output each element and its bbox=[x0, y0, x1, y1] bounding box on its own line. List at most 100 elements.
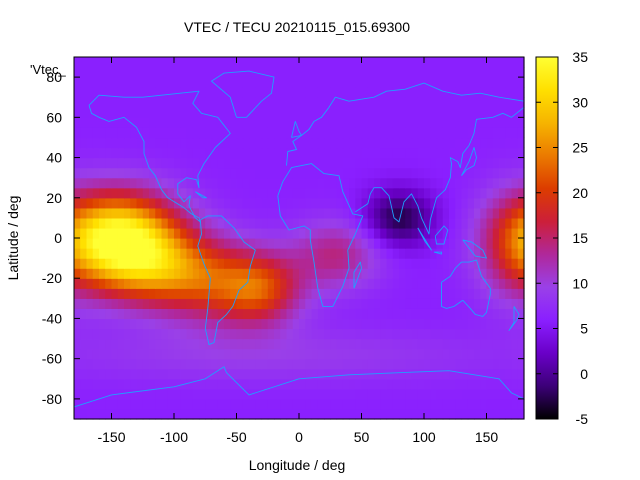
heatmap-cell bbox=[136, 368, 144, 380]
heatmap-cell bbox=[480, 288, 488, 299]
heatmap-cell bbox=[499, 238, 506, 249]
heatmap-cell bbox=[424, 127, 431, 139]
heatmap-cell bbox=[517, 308, 525, 320]
heatmap-cell bbox=[449, 378, 456, 390]
heatmap-cell bbox=[149, 338, 156, 350]
heatmap-cell bbox=[274, 137, 281, 149]
heatmap-cell bbox=[511, 298, 519, 309]
heatmap-cell bbox=[224, 318, 231, 330]
heatmap-cell bbox=[255, 107, 263, 118]
heatmap-cell bbox=[330, 107, 338, 118]
heatmap-cell bbox=[186, 408, 194, 420]
heatmap-cell bbox=[311, 258, 319, 269]
heatmap-cell bbox=[117, 328, 125, 340]
heatmap-cell bbox=[211, 197, 219, 209]
heatmap-cell bbox=[480, 177, 488, 189]
heatmap-cell bbox=[330, 167, 338, 179]
heatmap-cell bbox=[249, 258, 256, 269]
heatmap-cell bbox=[267, 238, 275, 249]
heatmap-cell bbox=[149, 127, 156, 139]
heatmap-cell bbox=[280, 328, 288, 340]
heatmap-cell bbox=[224, 328, 231, 340]
heatmap-cell bbox=[386, 57, 394, 68]
heatmap-cell bbox=[399, 408, 406, 420]
heatmap-cell bbox=[411, 187, 419, 199]
heatmap-cell bbox=[111, 298, 119, 309]
heatmap-cell bbox=[74, 117, 81, 128]
heatmap-cell bbox=[292, 207, 300, 219]
heatmap-cell bbox=[417, 57, 425, 68]
heatmap-cell bbox=[374, 77, 381, 88]
heatmap-cell bbox=[474, 197, 481, 209]
heatmap-cell bbox=[142, 358, 150, 370]
heatmap-cell bbox=[386, 117, 394, 128]
heatmap-cell bbox=[317, 187, 325, 199]
heatmap-cell bbox=[386, 298, 394, 309]
heatmap-cell bbox=[330, 67, 338, 78]
heatmap-cell bbox=[380, 318, 388, 330]
heatmap-cell bbox=[161, 288, 169, 299]
heatmap-cell bbox=[474, 338, 481, 350]
heatmap-cell bbox=[255, 318, 263, 330]
heatmap-cell bbox=[467, 358, 475, 370]
heatmap-cell bbox=[367, 288, 375, 299]
heatmap-cell bbox=[311, 238, 319, 249]
heatmap-cell bbox=[224, 278, 231, 289]
heatmap-cell bbox=[374, 137, 381, 149]
heatmap-cell bbox=[236, 217, 244, 229]
heatmap-cell bbox=[430, 378, 438, 390]
heatmap-cell bbox=[330, 378, 338, 390]
heatmap-cell bbox=[105, 167, 113, 179]
heatmap-cell bbox=[411, 278, 419, 289]
heatmap-cell bbox=[392, 67, 400, 78]
heatmap-cell bbox=[161, 157, 169, 169]
heatmap-cell bbox=[411, 77, 419, 88]
heatmap-cell bbox=[267, 298, 275, 309]
heatmap-cell bbox=[149, 67, 156, 78]
heatmap-cell bbox=[161, 238, 169, 249]
heatmap-cell bbox=[324, 117, 331, 128]
heatmap-cell bbox=[111, 127, 119, 139]
heatmap-cell bbox=[167, 117, 175, 128]
heatmap-cell bbox=[92, 157, 100, 169]
heatmap-cell bbox=[292, 87, 300, 98]
heatmap-cell bbox=[317, 258, 325, 269]
heatmap-cell bbox=[74, 167, 81, 179]
heatmap-cell bbox=[180, 368, 188, 380]
heatmap-cell bbox=[324, 187, 331, 199]
heatmap-cell bbox=[367, 298, 375, 309]
heatmap-cell bbox=[399, 368, 406, 380]
heatmap-cell bbox=[324, 258, 331, 269]
heatmap-cell bbox=[449, 187, 456, 199]
heatmap-cell bbox=[242, 97, 250, 108]
heatmap-cell bbox=[242, 107, 250, 118]
heatmap-cell bbox=[286, 117, 294, 128]
colorbar-tick-label: 35 bbox=[572, 49, 588, 65]
heatmap-cell bbox=[492, 167, 500, 179]
heatmap-cell bbox=[361, 97, 369, 108]
heatmap-cell bbox=[486, 238, 494, 249]
heatmap-cell bbox=[217, 298, 225, 309]
heatmap-cell bbox=[299, 388, 306, 400]
heatmap-cell bbox=[299, 57, 306, 68]
heatmap-cell bbox=[274, 248, 281, 259]
heatmap-cell bbox=[280, 258, 288, 269]
heatmap-cell bbox=[336, 137, 344, 149]
heatmap-cell bbox=[86, 167, 94, 179]
heatmap-cell bbox=[286, 107, 294, 118]
heatmap-cell bbox=[149, 207, 156, 219]
heatmap-cell bbox=[255, 167, 263, 179]
heatmap-cell bbox=[242, 288, 250, 299]
heatmap-cell bbox=[80, 147, 88, 159]
heatmap-cell bbox=[149, 288, 156, 299]
heatmap-cell bbox=[161, 57, 169, 68]
heatmap-cell bbox=[192, 137, 200, 149]
heatmap-cell bbox=[186, 57, 194, 68]
heatmap-cell bbox=[411, 67, 419, 78]
heatmap-cell bbox=[474, 368, 481, 380]
heatmap-cell bbox=[299, 338, 306, 350]
heatmap-cell bbox=[442, 227, 450, 239]
heatmap-cell bbox=[261, 117, 269, 128]
x-tick-label: 100 bbox=[412, 429, 436, 445]
heatmap-cell bbox=[492, 288, 500, 299]
